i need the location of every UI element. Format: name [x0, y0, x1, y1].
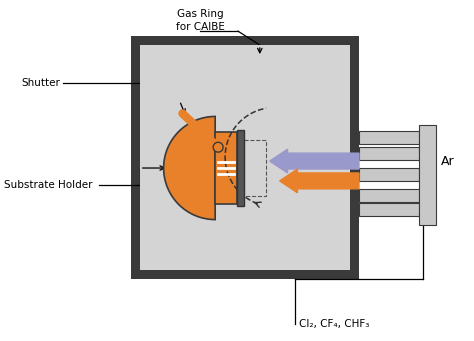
- Circle shape: [213, 142, 223, 152]
- Bar: [359, 147, 419, 160]
- Bar: [215, 132, 237, 204]
- Text: Gas Ring
for CAIBE: Gas Ring for CAIBE: [176, 9, 225, 32]
- Text: Cl₂, CF₄, CHF₃: Cl₂, CF₄, CHF₃: [300, 319, 370, 329]
- Bar: [131, 36, 359, 279]
- Wedge shape: [164, 116, 215, 220]
- Bar: [359, 131, 419, 144]
- Bar: [359, 203, 419, 216]
- Bar: [359, 168, 419, 181]
- FancyArrow shape: [280, 169, 359, 193]
- Text: Substrate Holder: Substrate Holder: [4, 180, 92, 190]
- Bar: [419, 125, 437, 225]
- Bar: [359, 189, 419, 202]
- Text: Ar: Ar: [441, 154, 455, 167]
- FancyArrow shape: [270, 149, 359, 173]
- Bar: [140, 45, 350, 270]
- Bar: [244, 140, 266, 196]
- Bar: [237, 130, 244, 206]
- Text: Shutter: Shutter: [22, 78, 61, 88]
